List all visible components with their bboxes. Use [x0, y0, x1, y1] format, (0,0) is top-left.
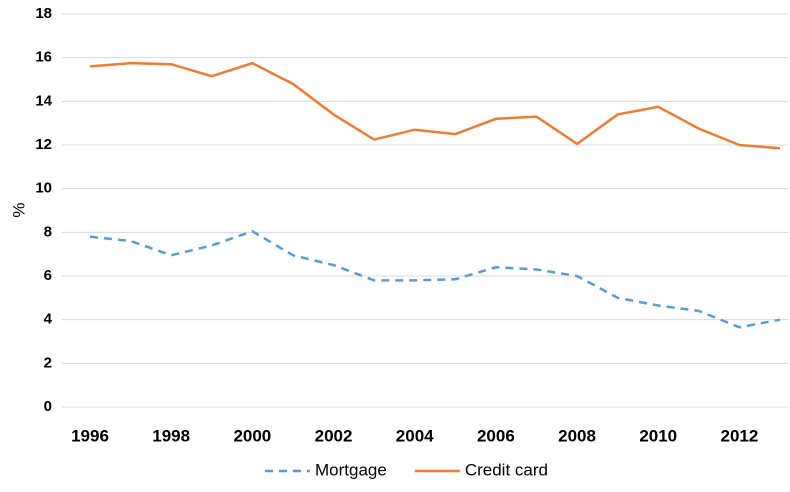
y-tick-label: 14: [35, 92, 52, 109]
x-tick-label: 1996: [71, 426, 109, 445]
x-tick-label: 2002: [315, 426, 353, 445]
y-tick-label: 6: [44, 267, 52, 284]
x-tick-label: 2012: [720, 426, 758, 445]
y-tick-label: 16: [35, 49, 52, 66]
legend-label: Mortgage: [315, 460, 387, 479]
x-tick-label: 2004: [396, 426, 434, 445]
y-tick-label: 2: [44, 354, 52, 371]
y-tick-label: 18: [35, 5, 52, 22]
legend-label: Credit card: [465, 460, 548, 479]
x-tick-label: 2008: [558, 426, 596, 445]
y-tick-label: 8: [44, 223, 52, 240]
data-line: [89, 61, 781, 150]
y-tick-label: 12: [35, 136, 52, 153]
y-axis-label: %: [9, 202, 28, 217]
x-tick-label: 2006: [477, 426, 515, 445]
x-tick-label: 2010: [639, 426, 677, 445]
x-tick-label: 1998: [152, 426, 190, 445]
data-line: [89, 229, 781, 329]
x-tick-label: 2000: [233, 426, 271, 445]
y-tick-label: 0: [44, 398, 52, 415]
y-tick-label: 10: [35, 180, 52, 197]
y-tick-label: 4: [44, 311, 53, 328]
